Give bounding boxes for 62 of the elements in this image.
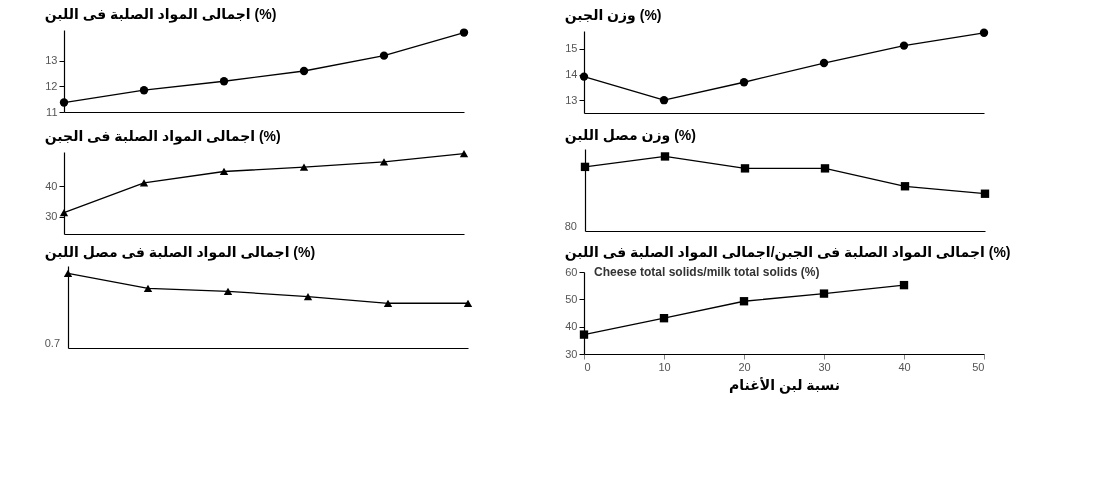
chart-title: اجمالى المواد الصلبة فى اللبن (%) bbox=[44, 6, 277, 24]
point bbox=[459, 28, 469, 37]
point bbox=[139, 179, 149, 187]
y-tick-label: 14 bbox=[565, 68, 578, 81]
point bbox=[980, 189, 990, 198]
point bbox=[820, 164, 830, 173]
text: 0.7 bbox=[44, 337, 60, 349]
y-tick-label: 11 bbox=[46, 105, 58, 118]
chart-title: وزن مصل اللبن (%) bbox=[564, 127, 696, 144]
point bbox=[219, 167, 229, 176]
y-tick-label: 12 bbox=[45, 79, 58, 92]
point bbox=[379, 51, 389, 60]
y-tick-label: 30 bbox=[45, 210, 58, 223]
point bbox=[659, 314, 669, 323]
x-tick-label: 20 bbox=[738, 360, 751, 373]
y-tick-label: 13 bbox=[45, 54, 58, 67]
x-tick-label: 0 bbox=[584, 360, 591, 373]
y-tick-label: 40 bbox=[45, 179, 58, 192]
point bbox=[303, 292, 313, 301]
x-tick-label: 30 bbox=[818, 360, 831, 373]
point bbox=[659, 96, 669, 105]
chart-title: اجمالى المواد الصلبة فى الجبن (%) bbox=[44, 127, 281, 145]
point bbox=[979, 28, 989, 37]
point bbox=[819, 58, 829, 68]
point bbox=[59, 209, 69, 217]
y-tick-label: 30 bbox=[565, 347, 578, 360]
point bbox=[580, 162, 590, 172]
point bbox=[459, 149, 469, 158]
point bbox=[579, 330, 589, 339]
point bbox=[143, 284, 153, 292]
y-tick-label: 13 bbox=[565, 93, 578, 106]
point bbox=[739, 78, 749, 87]
x-tick-label: 50 bbox=[972, 360, 985, 373]
point bbox=[660, 152, 670, 161]
y-tick-label: 60 bbox=[565, 265, 578, 278]
x-tick-label: 10 bbox=[658, 360, 671, 373]
chart-title: وزن الجبن (%) bbox=[564, 6, 662, 24]
x-axis-title: نسبة لبن الأغنام bbox=[728, 376, 841, 394]
y-tick-label: 40 bbox=[565, 320, 578, 333]
point bbox=[63, 269, 73, 278]
y-tick-label: 50 bbox=[565, 292, 578, 305]
annotation: Cheese total solids/milk total solids (%) bbox=[594, 265, 820, 279]
chart-title: اجمالى المواد الصلبة فى مصل اللبن (%) bbox=[44, 244, 316, 261]
text: 80 bbox=[564, 220, 577, 232]
point bbox=[740, 164, 750, 173]
point bbox=[223, 287, 233, 295]
x-tick-label: 40 bbox=[898, 360, 911, 373]
point bbox=[299, 163, 309, 171]
point bbox=[463, 299, 473, 307]
point bbox=[379, 158, 389, 166]
point bbox=[139, 86, 149, 95]
point bbox=[900, 182, 910, 191]
point bbox=[219, 77, 229, 86]
y-tick-label: 15 bbox=[565, 42, 578, 55]
point bbox=[739, 297, 749, 306]
point bbox=[59, 98, 69, 107]
chart-title: اجمالى المواد الصلبة فى الجبن/اجمالى المواد الصلبة فى اللبن (%) bbox=[564, 244, 1011, 261]
point bbox=[899, 41, 909, 50]
point bbox=[383, 299, 393, 307]
point bbox=[819, 289, 829, 298]
point bbox=[899, 280, 909, 290]
point bbox=[299, 66, 309, 76]
